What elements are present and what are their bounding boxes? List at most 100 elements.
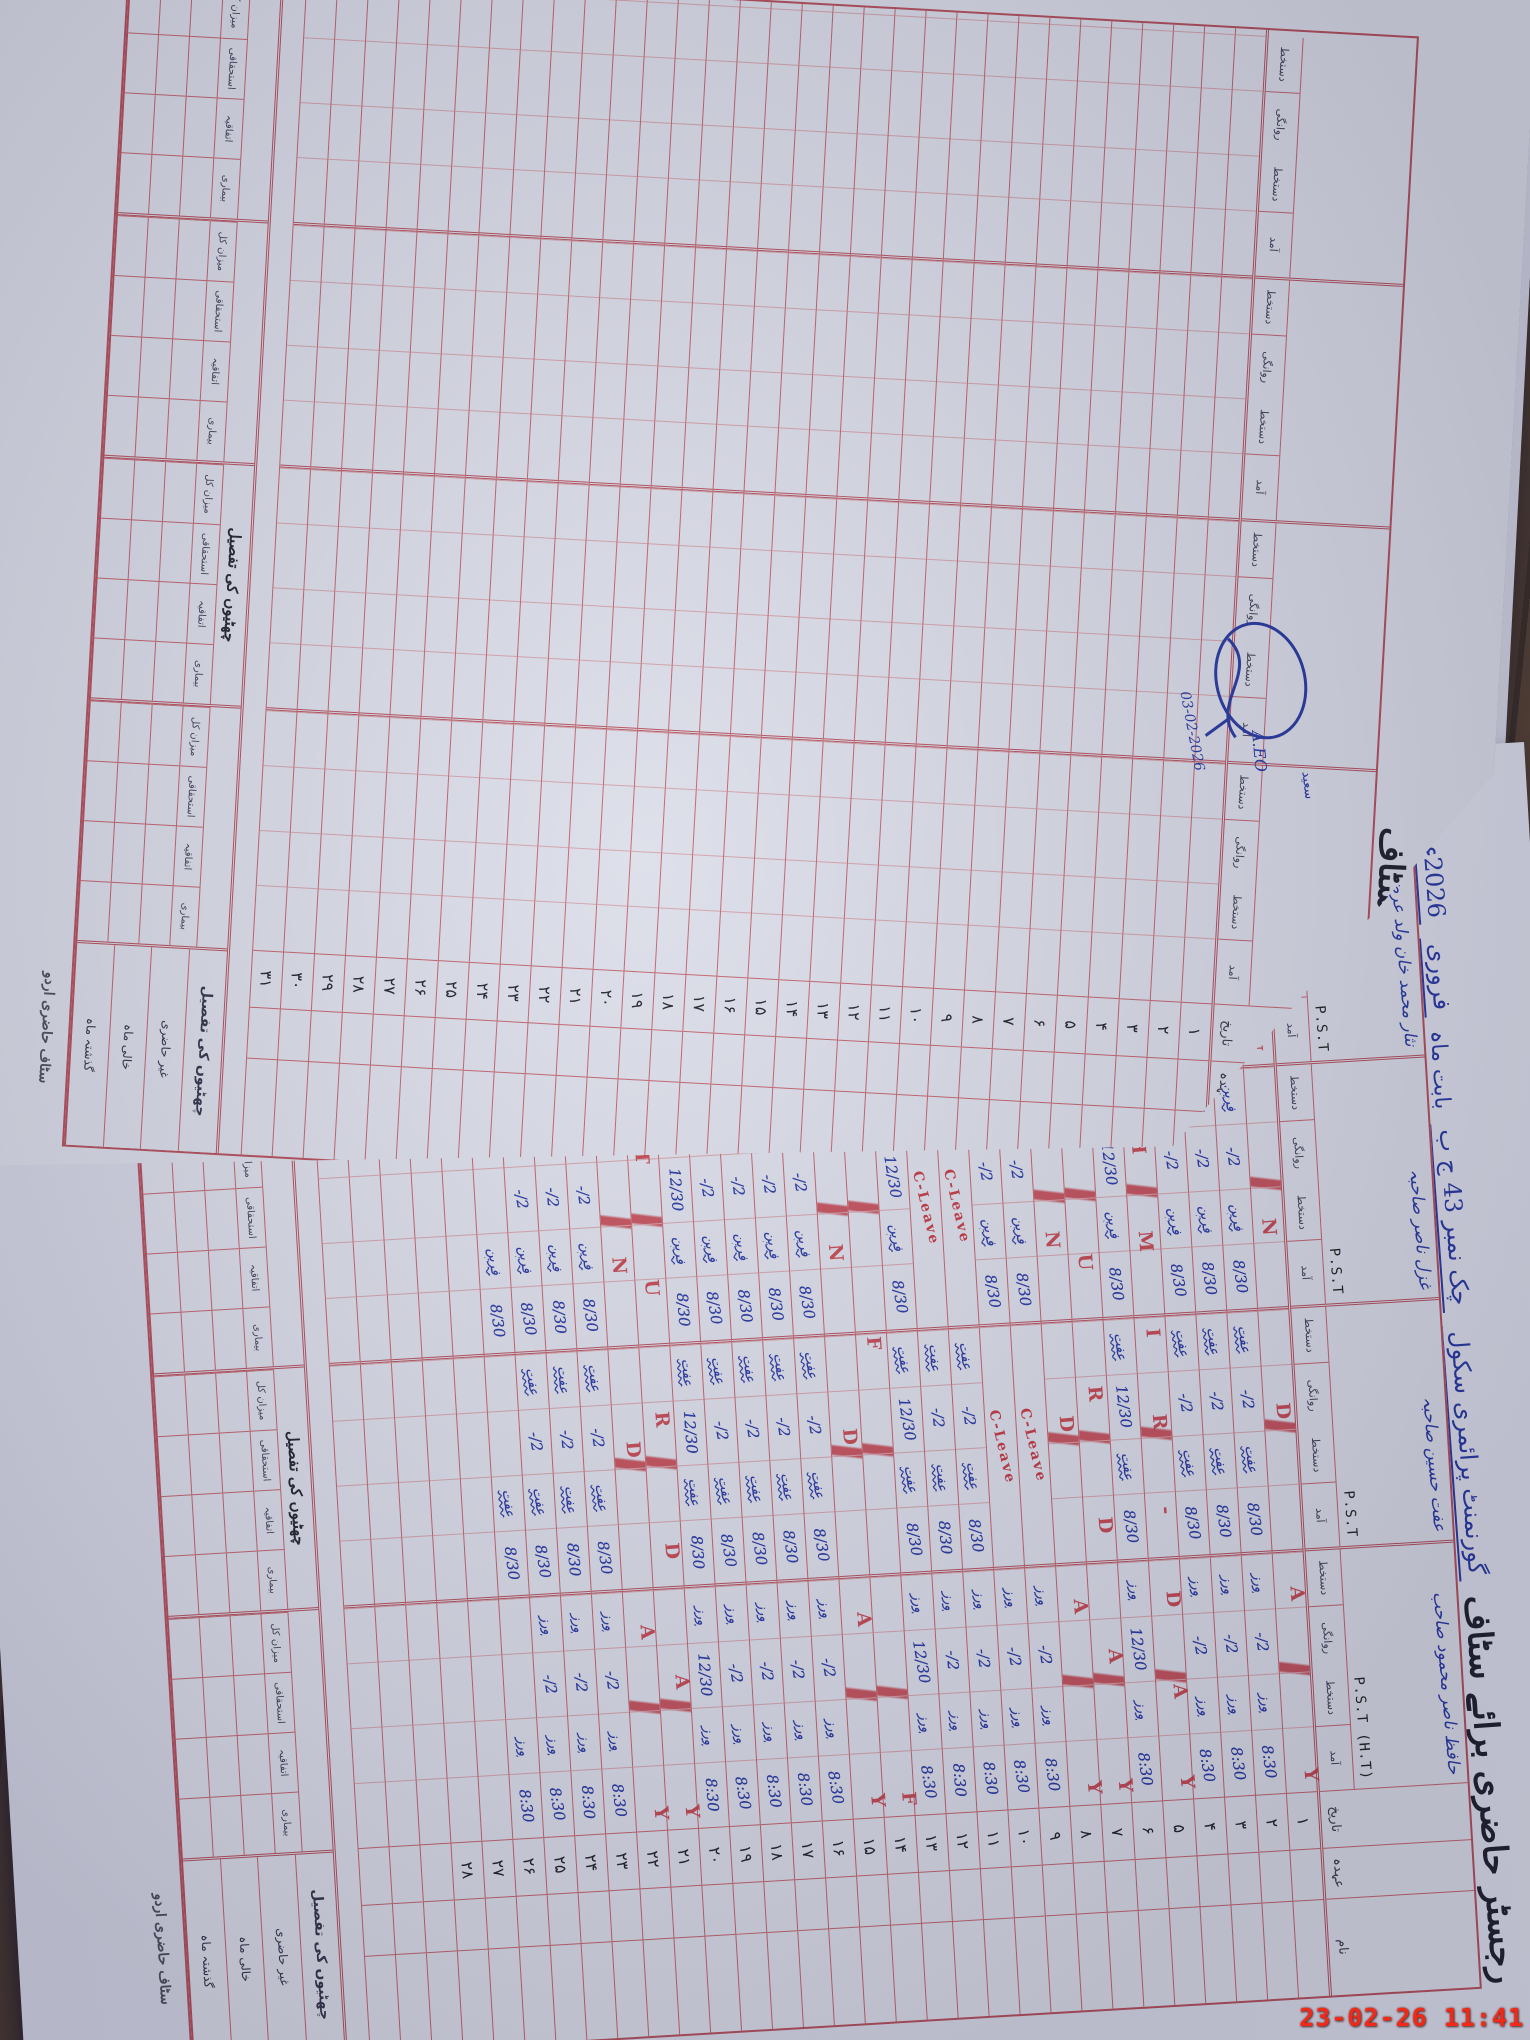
- cell-signature: [366, 0, 399, 42]
- handwritten-signature: فرین: [547, 1243, 565, 1272]
- staff-name: غزل ناصر صاحبہ: [1404, 1168, 1435, 1290]
- cell-signature: عفت: [522, 1472, 556, 1530]
- designation-cell: [733, 1881, 767, 1934]
- date-cell: ۱۷: [791, 1820, 826, 1880]
- cell-arrival-time: [416, 1777, 451, 1845]
- subheader-departure: روانگی: [1308, 1603, 1347, 1672]
- cell-arrival-time: 8/30: [1175, 1489, 1210, 1556]
- cell-signature: [446, 1233, 480, 1291]
- cell-signature: [353, 1239, 387, 1297]
- cell-signature: [1071, 145, 1104, 202]
- cell-arrival-time: [793, 672, 827, 738]
- date-cell: ۲۰: [698, 1826, 733, 1885]
- handwritten-arrival-time: 8/30: [888, 1278, 912, 1316]
- designation-cell: [711, 1033, 744, 1086]
- handwritten-arrival-time: 8/30: [748, 1530, 771, 1567]
- cell-signature: [638, 121, 671, 178]
- leave-column-header: میزان کل: [261, 1611, 291, 1674]
- cell-signature: عفت: [1103, 1318, 1137, 1375]
- cell-signature: [839, 1577, 873, 1635]
- cell-departure-time: [1059, 1619, 1094, 1686]
- handwritten-arrival-time: 8/30: [1012, 1271, 1035, 1308]
- cell-signature: [490, 0, 523, 49]
- cell-signature: [660, 1708, 695, 1765]
- date-numeral: ۲۶: [411, 979, 431, 998]
- cell-arrival-time: 8/30: [1161, 1246, 1196, 1314]
- cell-signature: [473, 842, 506, 899]
- cell-arrival-time: [514, 656, 548, 722]
- handwritten-departure-time: 2/-: [1251, 1631, 1273, 1654]
- cell-arrival-time: [1268, 1483, 1303, 1551]
- cell-departure-time: 12/30: [875, 1143, 910, 1211]
- handwritten-signature: ورز: [978, 1708, 996, 1729]
- cell-arrival-time: [779, 914, 813, 980]
- cell-departure-time: [446, 776, 480, 842]
- designation-cell: [1176, 1059, 1209, 1112]
- cell-arrival-time: [594, 904, 628, 970]
- cell-departure-time: 2/-: [952, 1382, 986, 1449]
- date-numeral: ۱۰: [1014, 1828, 1036, 1847]
- cell-signature: ورز: [691, 1706, 726, 1764]
- cell-departure-time: [1275, 1606, 1310, 1674]
- cell-signature: [972, 263, 1005, 320]
- cell-departure-time: [951, 74, 985, 140]
- cell-arrival-time: [433, 1533, 467, 1600]
- cell-arrival-time: 8/30: [573, 1281, 608, 1349]
- cell-arrival-time: [1058, 930, 1092, 996]
- name-cell: [829, 1926, 865, 2026]
- cell-signature: [896, 502, 929, 559]
- handwritten-departure-time: 2/-: [601, 1669, 623, 1692]
- cell-signature: [735, 613, 768, 670]
- cell-signature: [556, 483, 589, 540]
- handwritten-signature: عفت: [1118, 1452, 1137, 1482]
- date-cell: ۲۵: [436, 960, 469, 1019]
- cell-arrival-time: [625, 906, 659, 972]
- staff-name: [1295, 39, 1413, 282]
- cell-signature: ورز: [1032, 1686, 1066, 1743]
- cell-signature: [846, 1697, 880, 1754]
- cell-departure-time: [579, 53, 613, 119]
- cell-arrival-time: 8:30: [1190, 1731, 1225, 1799]
- subheader-departure: روانگی: [1294, 1361, 1333, 1429]
- cell-signature: [413, 1722, 447, 1780]
- handwritten-departure-time: 2/-: [1237, 1388, 1258, 1411]
- cell-signature: [710, 492, 743, 549]
- cell-signature: فرین: [539, 1228, 573, 1286]
- cell-arrival-time: [979, 682, 1013, 748]
- designation-cell: [1073, 1860, 1107, 1914]
- handwritten-departure-time: 12/30: [880, 1154, 906, 1201]
- cell-arrival-time: [325, 159, 359, 225]
- handwritten-arrival-time: 8/30: [1212, 1503, 1235, 1540]
- handwritten-signature: عفت: [529, 1487, 549, 1517]
- designation-cell: [773, 1036, 806, 1089]
- cell-departure-time: [287, 280, 321, 346]
- cell-departure-time: [502, 1652, 537, 1720]
- cell-arrival-time: [1054, 443, 1088, 509]
- cell-signature: [635, 731, 668, 788]
- cell-signature: [982, 627, 1015, 684]
- cell-arrival-time: [913, 192, 947, 258]
- handwritten-departure-time: 2/-: [773, 1416, 794, 1439]
- cell-arrival-time: 8/30: [959, 1502, 993, 1569]
- subheader-signature: دستخط: [1323, 1679, 1339, 1716]
- date-numeral: ۴: [1092, 1021, 1112, 1031]
- cell-arrival-time: [717, 911, 751, 977]
- cell-arrival-time: 8/30: [928, 1503, 963, 1571]
- cell-signature: [669, 123, 702, 180]
- cell-signature: [1094, 1682, 1128, 1740]
- cell-arrival-time: 8:30: [602, 1766, 637, 1834]
- leave-column-header: بیماری: [197, 400, 226, 461]
- designation-cell: [1021, 1050, 1054, 1103]
- handwritten-arrival-time: 8/30: [934, 1520, 956, 1556]
- date-cell: ۱۶: [714, 976, 747, 1035]
- cell-signature: [717, 369, 750, 426]
- cell-signature: [1140, 29, 1173, 86]
- date-cell: ۹: [931, 988, 964, 1047]
- handwritten-departure-time: 2/-: [973, 1647, 994, 1670]
- cell-arrival-time: 8:30: [973, 1744, 1008, 1812]
- date-numeral: ۲: [1154, 1025, 1174, 1035]
- cell-signature: [707, 5, 740, 62]
- cell-signature: [975, 750, 1008, 807]
- designation-cell: [557, 1024, 590, 1077]
- cell-signature: [642, 608, 675, 665]
